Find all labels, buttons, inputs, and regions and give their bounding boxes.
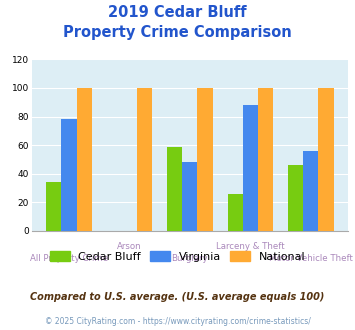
Bar — [77, 88, 92, 231]
Legend: Cedar Bluff, Virginia, National: Cedar Bluff, Virginia, National — [45, 247, 310, 267]
Text: All Property Crime: All Property Crime — [30, 254, 108, 263]
Text: Arson: Arson — [117, 243, 142, 251]
Bar — [46, 182, 61, 231]
Bar — [243, 105, 258, 231]
Bar — [167, 147, 182, 231]
Text: Burglary: Burglary — [171, 254, 208, 263]
Text: Compared to U.S. average. (U.S. average equals 100): Compared to U.S. average. (U.S. average … — [30, 292, 325, 302]
Bar — [137, 88, 152, 231]
Text: © 2025 CityRating.com - https://www.cityrating.com/crime-statistics/: © 2025 CityRating.com - https://www.city… — [45, 317, 310, 326]
Bar — [182, 162, 197, 231]
Bar — [318, 88, 334, 231]
Text: Larceny & Theft: Larceny & Theft — [216, 243, 285, 251]
Text: Property Crime Comparison: Property Crime Comparison — [63, 25, 292, 40]
Bar — [228, 194, 243, 231]
Bar — [288, 165, 303, 231]
Bar — [258, 88, 273, 231]
Bar — [197, 88, 213, 231]
Bar — [303, 151, 318, 231]
Text: Motor Vehicle Theft: Motor Vehicle Theft — [269, 254, 353, 263]
Text: 2019 Cedar Bluff: 2019 Cedar Bluff — [108, 5, 247, 20]
Bar — [61, 119, 77, 231]
